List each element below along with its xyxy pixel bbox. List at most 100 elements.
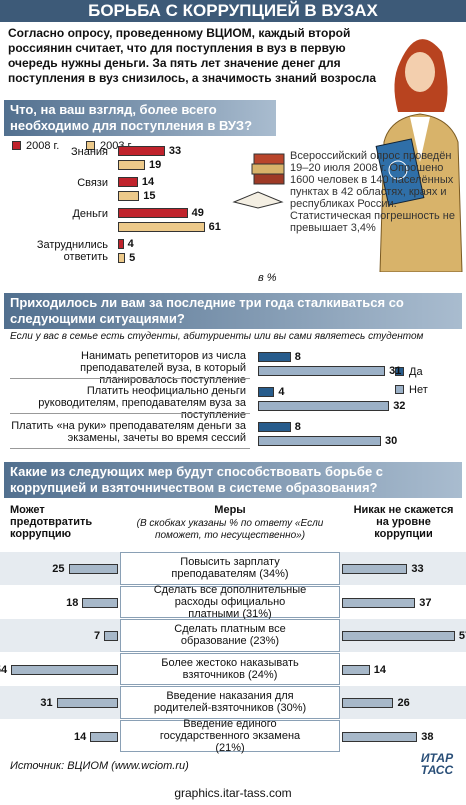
bar [258,366,386,376]
books-illustration [232,153,285,209]
value-label: 5 [129,252,136,264]
chart-knowledge: Что, на ваш взгляд, более всего необходи… [0,100,466,290]
bar [118,177,138,187]
measure-label: Сделать платным все образование (23%) [120,619,340,652]
legend-item: 2008 г. [12,140,59,152]
value-label: 8 [294,421,301,433]
value-label: 14 [373,663,386,676]
logo-line: ИТАР [420,751,454,765]
page-title: БОРЬБА С КОРРУПЦИЕЙ В ВУЗАХ [0,0,466,22]
bar [342,664,370,675]
legend-label: Да [409,366,423,378]
bar [258,387,275,397]
legend-swatch [86,141,95,150]
category-label: Платить неофициально деньги руководителя… [38,385,246,421]
column-note: (В скобках указаны % по ответу «Если пом… [136,518,324,541]
source: Источник: ВЦИОМ (www.wciom.ru) [10,760,189,772]
unit-label: в % [258,272,277,284]
category-label: Связи [77,177,108,189]
bar [104,631,118,641]
value-label: 61 [208,221,221,233]
chart-measures: Какие из следующих мер будут способствов… [0,462,466,757]
row-rule [10,378,250,379]
category-label: Платить «на руки» преподавателям деньги … [11,420,246,444]
bar [258,401,390,411]
bar [68,564,118,574]
bar [118,146,165,156]
column-header: Никак не скажется на уровне коррупции [353,504,454,540]
measure-label: Более жестоко наказывать взяточников (24… [120,652,340,685]
column-header: Может предотвратить коррупцию [10,504,93,540]
legend-swatch [395,367,404,376]
legend-swatch [12,141,21,150]
bar [118,253,126,263]
category-label: Затруднились ответить [36,239,108,263]
value-label: 33 [168,145,182,157]
value-label: 33 [411,563,424,575]
bar [90,731,118,742]
value-label: 38 [421,730,434,743]
bar [118,208,188,218]
value-label: 54 [0,663,8,676]
value-label: 7 [94,630,101,642]
row-rule [10,413,250,414]
bar [342,698,394,708]
value-label: 26 [397,697,410,709]
value-label: 4 [127,238,134,250]
bar [118,239,124,249]
value-label: 14 [141,176,155,188]
bar [258,352,291,362]
logo: ИТАР ТАСС [416,752,458,776]
bar [118,191,140,201]
legend-label: Нет [409,384,428,396]
value-label: 14 [74,730,87,743]
bar [118,160,145,170]
value-label: 30 [385,435,398,447]
chart-title: Что, на ваш взгляд, более всего необходи… [4,100,276,136]
bar [258,422,291,432]
survey-note: Всероссийский опрос проведён 19–20 июля … [290,150,455,234]
bar [258,436,381,446]
value-label: 31 [389,365,402,377]
category-label: Знания [70,146,108,158]
value-label: 18 [66,596,79,609]
bar [118,222,205,232]
measure-label: Введение единого государственного экзаме… [120,718,340,754]
value-label: 57 [458,630,466,642]
logo-line: ТАСС [420,763,454,777]
row-rule [10,448,250,449]
bar [342,631,455,641]
value-label: 49 [191,207,204,219]
legend-item: Нет [395,384,428,396]
value-label: 31 [40,697,53,709]
value-label: 32 [393,400,406,412]
bar [342,597,416,608]
footer: graphics.itar-tass.com [174,786,292,800]
value-label: 19 [148,159,162,171]
measure-label: Сделать все дополнительные расходы офици… [120,584,340,620]
illustration [375,39,463,272]
value-label: 25 [52,563,65,575]
category-label: Нанимать репетиторов из числа преподават… [80,350,246,386]
legend-item: Да [395,366,423,378]
value-label: 15 [143,190,156,202]
chart-situations: Приходилось ли вам за последние три года… [0,293,466,458]
bar [11,664,118,675]
value-label: 37 [419,596,432,609]
chart-subtitle: Если у вас в семье есть студенты, абитур… [10,331,424,342]
category-label: Деньги [72,208,108,220]
measure-label: Повысить зарплату преподавателям (34%) [120,552,340,585]
bar [342,731,418,742]
legend-swatch [395,385,404,394]
column-header: Меры [214,504,246,516]
value-label: 8 [294,351,301,363]
measure-label: Введение наказания для родителей-взяточн… [120,686,340,719]
bar [56,698,118,708]
chart-title: Приходилось ли вам за последние три года… [4,293,462,329]
value-label: 4 [278,386,285,398]
legend-label: 2008 г. [26,140,60,152]
chart-title: Какие из следующих мер будут способствов… [4,462,462,498]
bar [342,564,408,574]
bar [82,597,118,608]
